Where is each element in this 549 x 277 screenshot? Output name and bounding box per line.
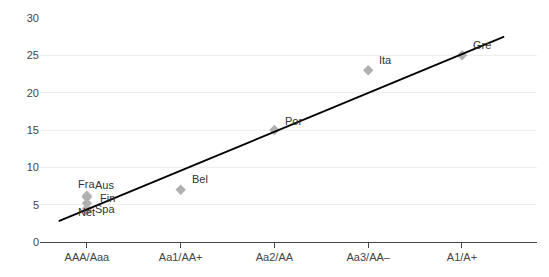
- svg-text:A1/A+: A1/A+: [447, 251, 477, 263]
- svg-text:Spa: Spa: [95, 203, 115, 215]
- svg-text:Aa2/AA: Aa2/AA: [256, 251, 294, 263]
- svg-text:15: 15: [27, 124, 39, 136]
- svg-text:Net: Net: [78, 206, 95, 218]
- svg-text:Fin: Fin: [100, 192, 115, 204]
- svg-text:Aus: Aus: [95, 179, 114, 191]
- svg-text:Aa3/AA–: Aa3/AA–: [346, 251, 390, 263]
- svg-text:AAA/Aaa: AAA/Aaa: [65, 251, 111, 263]
- svg-text:Aa1/AA+: Aa1/AA+: [159, 251, 203, 263]
- svg-text:5: 5: [33, 199, 39, 211]
- svg-text:Fra: Fra: [78, 178, 95, 190]
- svg-text:Bel: Bel: [192, 173, 208, 185]
- svg-text:Por: Por: [285, 115, 302, 127]
- svg-text:0: 0: [33, 236, 39, 248]
- svg-text:10: 10: [27, 161, 39, 173]
- svg-text:Gre: Gre: [473, 39, 491, 51]
- svg-text:Ita: Ita: [379, 54, 392, 66]
- svg-text:30: 30: [27, 12, 39, 24]
- svg-text:25: 25: [27, 49, 39, 61]
- svg-text:20: 20: [27, 87, 39, 99]
